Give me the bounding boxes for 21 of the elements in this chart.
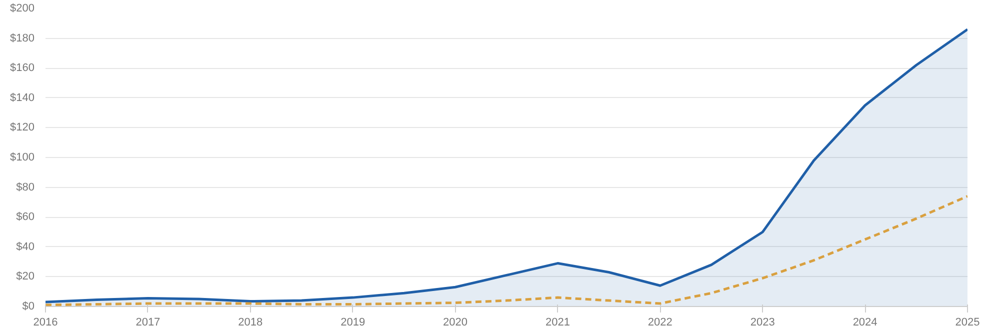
x-tick-label: 2022	[648, 316, 672, 328]
y-tick-label: $60	[16, 211, 35, 224]
x-tick-label: 2018	[238, 316, 263, 328]
y-tick-label: $180	[10, 32, 35, 44]
x-tick-label: 2019	[340, 316, 366, 328]
x-tick-label: 2017	[136, 316, 160, 328]
y-tick-label: $140	[10, 92, 35, 104]
x-tick-label: 2021	[545, 316, 570, 328]
y-tick-label: $120	[10, 122, 35, 134]
x-tick-label: 2024	[852, 316, 878, 328]
x-tick-label: 2020	[443, 316, 468, 328]
y-tick-label: $160	[10, 62, 35, 74]
x-tick-label: 2016	[33, 316, 58, 328]
x-tick-label: 2025	[955, 316, 980, 328]
y-tick-label: $200	[10, 2, 35, 14]
y-tick-label: $0	[22, 300, 35, 312]
y-tick-label: $40	[16, 240, 35, 253]
x-tick-label: 2023	[750, 316, 775, 328]
y-tick-label: $20	[16, 270, 35, 283]
y-tick-label: $80	[16, 181, 35, 194]
y-tick-label: $100	[10, 152, 35, 164]
